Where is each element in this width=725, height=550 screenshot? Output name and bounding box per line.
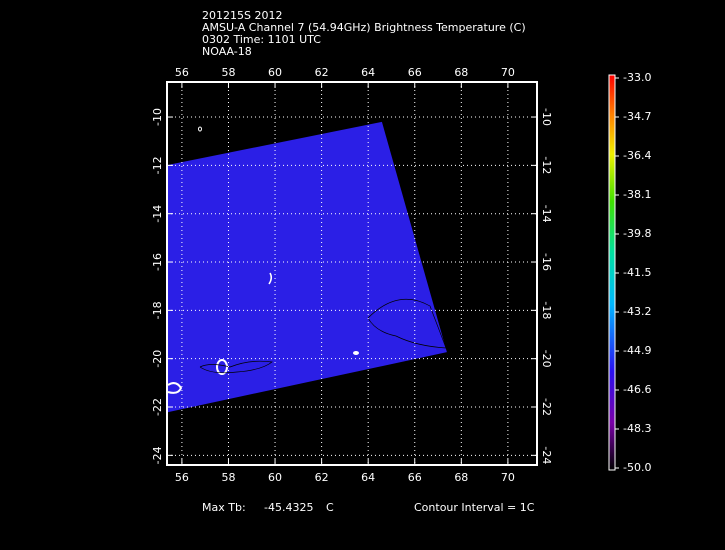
contour bbox=[216, 359, 228, 375]
contour bbox=[199, 360, 273, 374]
frame bbox=[166, 81, 538, 466]
y-tick-label: -16 bbox=[540, 253, 553, 271]
max-unit: C bbox=[326, 501, 334, 514]
x-tick-label: 68 bbox=[454, 471, 468, 484]
plot-area bbox=[167, 121, 447, 413]
x-tick-label: 56 bbox=[175, 66, 189, 79]
contour bbox=[198, 126, 202, 132]
x-tick-label: 62 bbox=[315, 66, 329, 79]
x-tick-label: 70 bbox=[501, 471, 515, 484]
y-tick-label: -20 bbox=[540, 350, 553, 368]
y-tick-label: -12 bbox=[151, 156, 164, 174]
max-value: -45.4325 bbox=[264, 501, 313, 514]
y-tick-label: -10 bbox=[540, 108, 553, 126]
y-tick-label: -24 bbox=[151, 446, 164, 464]
header-line: 0302 Time: 1101 UTC bbox=[202, 33, 321, 46]
header-line: AMSU-A Channel 7 (54.94GHz) Brightness T… bbox=[202, 21, 526, 34]
x-tick-label: 60 bbox=[268, 66, 282, 79]
contour bbox=[167, 382, 183, 394]
y-tick-label: -22 bbox=[540, 398, 553, 416]
colorbar-label: -39.8 bbox=[623, 227, 651, 240]
y-tick-label: -10 bbox=[151, 108, 164, 126]
colorbar-label: -50.0 bbox=[623, 461, 651, 474]
colorbar-label: -34.7 bbox=[623, 110, 651, 123]
contour-interval: Contour Interval = 1C bbox=[414, 501, 535, 514]
x-tick-label: 64 bbox=[361, 471, 375, 484]
swath bbox=[167, 121, 447, 413]
x-tick-label: 70 bbox=[501, 66, 515, 79]
x-tick-label: 58 bbox=[221, 471, 235, 484]
y-tick-label: -20 bbox=[151, 350, 164, 368]
colorbar bbox=[608, 74, 616, 471]
y-tick-label: -16 bbox=[151, 253, 164, 271]
x-tick-label: 62 bbox=[315, 471, 329, 484]
x-tick-label: 56 bbox=[175, 471, 189, 484]
colorbar-label: -41.5 bbox=[623, 266, 651, 279]
y-tick-label: -24 bbox=[540, 446, 553, 464]
contour bbox=[353, 351, 359, 355]
y-tick-label: -12 bbox=[540, 156, 553, 174]
colorbar-label: -43.2 bbox=[623, 305, 651, 318]
colorbar-label: -44.9 bbox=[623, 344, 651, 357]
x-tick-label: 68 bbox=[454, 66, 468, 79]
colorbar-label: -48.3 bbox=[623, 422, 651, 435]
y-tick-label: -14 bbox=[540, 205, 553, 223]
header-line: NOAA-18 bbox=[202, 45, 252, 58]
y-tick-label: -14 bbox=[151, 205, 164, 223]
x-tick-label: 64 bbox=[361, 66, 375, 79]
contours bbox=[167, 126, 447, 394]
colorbar-label: -46.6 bbox=[623, 383, 651, 396]
contour bbox=[268, 272, 273, 285]
y-tick-label: -22 bbox=[151, 398, 164, 416]
colorbar-label: -33.0 bbox=[623, 71, 651, 84]
header-line: 201215S 2012 bbox=[202, 9, 282, 22]
colorbar-label: -38.1 bbox=[623, 188, 651, 201]
max-label: Max Tb: bbox=[202, 501, 246, 514]
contour bbox=[367, 298, 447, 349]
x-tick-label: 58 bbox=[221, 66, 235, 79]
x-tick-label: 66 bbox=[408, 66, 422, 79]
y-tick-label: -18 bbox=[540, 301, 553, 319]
colorbar-label: -36.4 bbox=[623, 149, 651, 162]
y-tick-label: -18 bbox=[151, 301, 164, 319]
x-tick-label: 60 bbox=[268, 471, 282, 484]
x-tick-label: 66 bbox=[408, 471, 422, 484]
